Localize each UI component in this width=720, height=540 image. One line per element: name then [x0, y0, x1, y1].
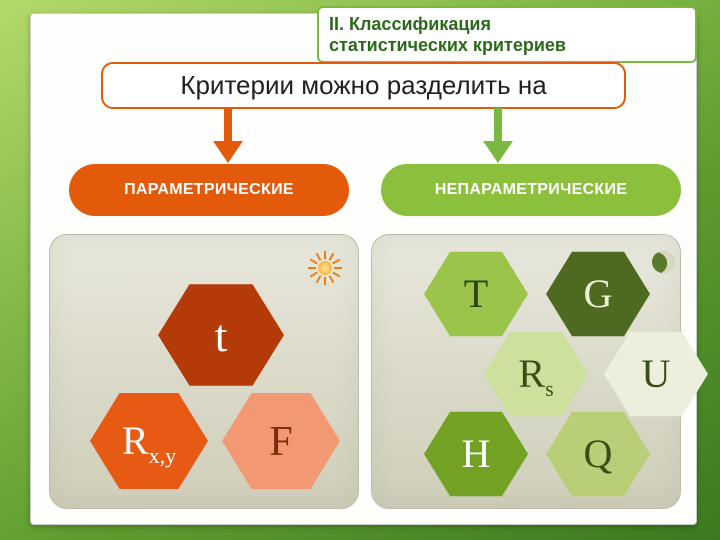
hex-U: U — [604, 329, 708, 419]
hex-H: H — [424, 409, 528, 499]
panel-parametric: t Rx,y F — [49, 234, 359, 509]
hex-t-label: t — [215, 310, 228, 361]
hex-Q: Q — [546, 409, 650, 499]
hex-G: G — [546, 249, 650, 339]
question-bar: Критерии можно разделить на — [101, 62, 626, 109]
background: II. Классификация статистических критери… — [0, 0, 720, 540]
hex-R-sub: x,y — [149, 443, 177, 468]
hex-R: Rx,y — [90, 390, 208, 492]
slide-card: II. Классификация статистических критери… — [30, 13, 697, 525]
pill-parametric-label: ПАРАМЕТРИЧЕСКИЕ — [124, 181, 294, 198]
hex-R-label: Rx,y — [122, 418, 176, 463]
pill-nonparametric-label: НЕПАРАМЕТРИЧЕСКИЕ — [435, 181, 628, 198]
hex-F: F — [222, 390, 340, 492]
question-text: Критерии можно разделить на — [180, 70, 546, 100]
hex-U-label: U — [642, 351, 671, 396]
arrow-right — [483, 108, 513, 163]
hex-Rs: Rs — [484, 329, 588, 419]
panel-nonparametric: T G Rs U H Q — [371, 234, 681, 509]
hex-H-label: H — [462, 431, 491, 476]
hex-G-label: G — [584, 271, 613, 316]
header-line2: статистических критериев — [329, 35, 685, 56]
pill-parametric: ПАРАМЕТРИЧЕСКИЕ — [69, 164, 349, 216]
hex-F-label: F — [269, 419, 292, 465]
pill-nonparametric: НЕПАРАМЕТРИЧЕСКИЕ — [381, 164, 681, 216]
sun-icon — [308, 251, 342, 285]
hex-Rs-label: Rs — [518, 351, 553, 396]
hex-T-label: T — [464, 271, 488, 316]
hex-Rs-sub: s — [545, 376, 554, 401]
arrow-left — [213, 108, 243, 163]
moon-icon — [650, 249, 675, 274]
header-line1: II. Классификация — [329, 14, 685, 35]
section-header: II. Классификация статистических критери… — [317, 6, 697, 63]
hex-T: T — [424, 249, 528, 339]
hex-t: t — [158, 281, 284, 389]
hex-Q-label: Q — [584, 431, 613, 476]
